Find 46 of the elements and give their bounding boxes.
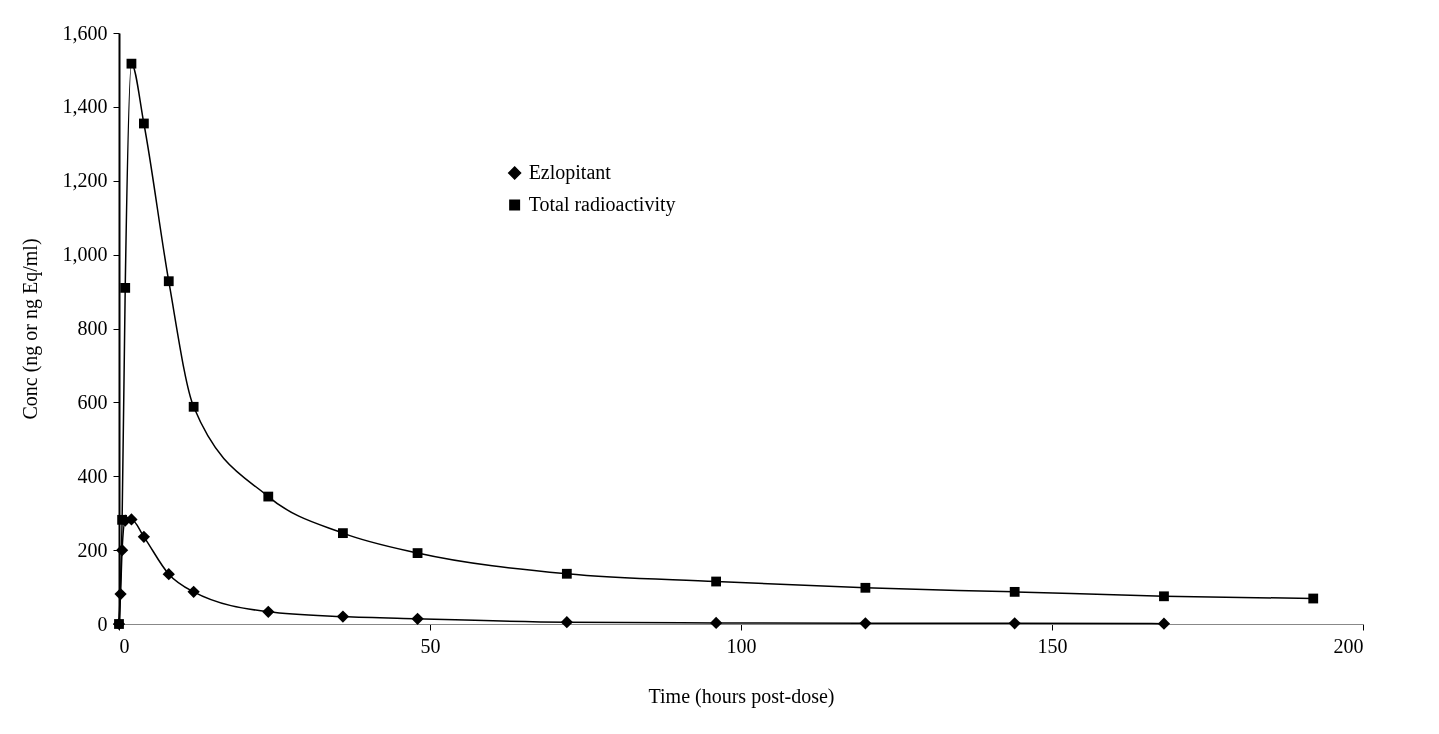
point — [338, 528, 348, 539]
y-tick-label: 1,600 — [62, 21, 108, 44]
y-tick-label: 600 — [77, 390, 108, 413]
y-tick-label: 1,400 — [62, 95, 108, 118]
point — [336, 610, 350, 623]
point — [560, 616, 573, 629]
y-tick-label: 200 — [77, 538, 108, 561]
point — [120, 282, 131, 293]
point — [561, 568, 572, 579]
point — [188, 401, 199, 412]
point — [115, 544, 129, 557]
x-tick-label: 150 — [1037, 634, 1068, 657]
point — [411, 612, 424, 625]
point — [138, 118, 149, 129]
point — [1008, 617, 1021, 630]
point — [1159, 591, 1169, 602]
x-tick-label: 0 — [119, 634, 130, 657]
y-tick-label: 1,000 — [62, 243, 108, 266]
x-axis-title: Time (hours post-dose) — [648, 684, 835, 708]
point — [187, 585, 200, 598]
x-tick-label: 200 — [1333, 634, 1364, 657]
legend-label: Total radioactivity — [528, 193, 676, 216]
point — [859, 617, 872, 630]
point — [711, 576, 722, 587]
y-tick-label: 1,200 — [62, 169, 108, 192]
point — [117, 514, 128, 525]
point — [162, 568, 175, 581]
point — [1308, 593, 1319, 604]
point — [710, 616, 723, 630]
y-tick-label: 400 — [77, 464, 108, 487]
y-axis-title: Conc (ng or ng Eq/ml) — [18, 238, 42, 420]
point — [262, 605, 275, 618]
point — [114, 587, 127, 601]
x-tick-label: 50 — [420, 634, 441, 657]
point — [412, 548, 423, 558]
point — [263, 491, 274, 502]
y-tick-label: 0 — [97, 612, 108, 635]
legend-label: Ezlopitant — [528, 161, 612, 184]
y-tick-label: 800 — [77, 317, 108, 339]
point — [137, 530, 150, 543]
x-tick-label: 100 — [726, 634, 757, 657]
point — [1009, 586, 1020, 597]
point — [860, 582, 871, 593]
point — [1157, 617, 1171, 630]
point — [126, 58, 137, 69]
point — [163, 276, 174, 287]
